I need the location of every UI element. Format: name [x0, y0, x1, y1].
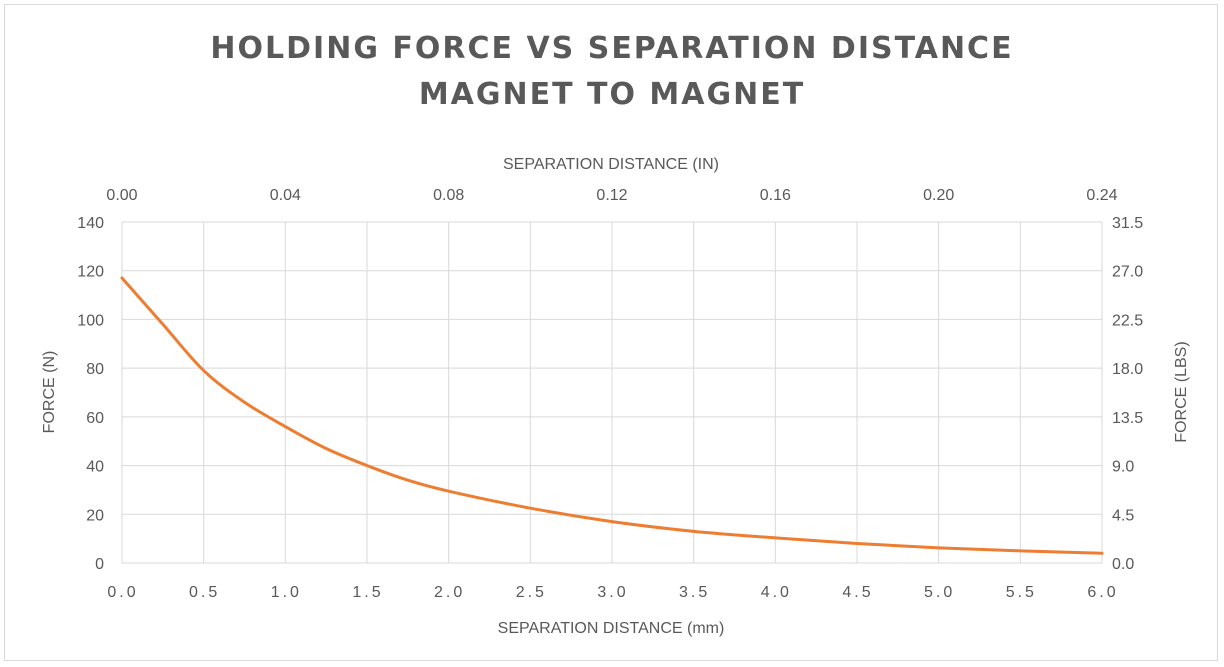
- y2-tick-label: 18.0: [1112, 361, 1143, 378]
- x-tick-label: 5.0: [924, 584, 955, 601]
- x-tick-label: 4.0: [761, 584, 792, 601]
- x2-tick-label: 0.12: [596, 187, 627, 204]
- x-tick-label: 5.5: [1006, 584, 1037, 601]
- tick-labels: 0.0 0.5 1.0 1.5 2.0 2.5 3.0 3.5 4.0 4.5 5.0 5.5 6.0 0…: [77, 187, 1143, 601]
- x-axis-title: SEPARATION DISTANCE (mm): [498, 620, 725, 637]
- x-tick-label: 1.0: [271, 584, 302, 601]
- y-tick-label: 40: [86, 459, 104, 476]
- x-tick-label: 4.5: [842, 584, 873, 601]
- x2-tick-label: 0.04: [270, 187, 301, 204]
- y-tick-label: 20: [86, 507, 104, 524]
- series-layer: [120, 276, 1104, 555]
- y2-tick-label: 27.0: [1112, 264, 1143, 281]
- y-axis-title: FORCE (N): [41, 351, 58, 434]
- x-tick-label: 1.5: [352, 584, 383, 601]
- y2-tick-label: 0.0: [1112, 556, 1134, 573]
- y-tick-label: 80: [86, 361, 104, 378]
- y-tick-label: 120: [77, 264, 104, 281]
- x-tick-label: 0.0: [107, 584, 138, 601]
- y2-tick-label: 9.0: [1112, 459, 1134, 476]
- x-tick-label: 0.5: [189, 584, 220, 601]
- y-tick-label: 100: [77, 312, 104, 329]
- y2-tick-label: 31.5: [1112, 215, 1143, 232]
- x2-axis-title: SEPARATION DISTANCE (IN): [503, 156, 719, 173]
- x2-tick-label: 0.24: [1086, 187, 1117, 204]
- chart-title-line-1: HOLDING FORCE VS SEPARATION DISTANCE: [210, 31, 1013, 66]
- x-tick-label: 6.0: [1087, 584, 1118, 601]
- y2-tick-label: 13.5: [1112, 410, 1143, 427]
- y2-tick-label: 22.5: [1112, 312, 1143, 329]
- x-tick-label: 2.5: [516, 584, 547, 601]
- y-tick-label: 60: [86, 410, 104, 427]
- y-tick-label: 0: [95, 556, 104, 573]
- x2-tick-label: 0.20: [923, 187, 954, 204]
- series-line-force: [120, 276, 1104, 555]
- x-tick-label: 3.0: [597, 584, 628, 601]
- x-tick-label: 2.0: [434, 584, 465, 601]
- grid-lines: [121, 221, 1103, 564]
- x-tick-label: 3.5: [679, 584, 710, 601]
- chart-title-line-2: MAGNET TO MAGNET: [419, 77, 805, 112]
- y2-axis-title: FORCE (LBS): [1173, 341, 1190, 442]
- x2-tick-label: 0.00: [106, 187, 137, 204]
- x2-tick-label: 0.16: [760, 187, 791, 204]
- y-tick-label: 140: [77, 215, 104, 232]
- x2-tick-label: 0.08: [433, 187, 464, 204]
- y2-tick-label: 4.5: [1112, 507, 1134, 524]
